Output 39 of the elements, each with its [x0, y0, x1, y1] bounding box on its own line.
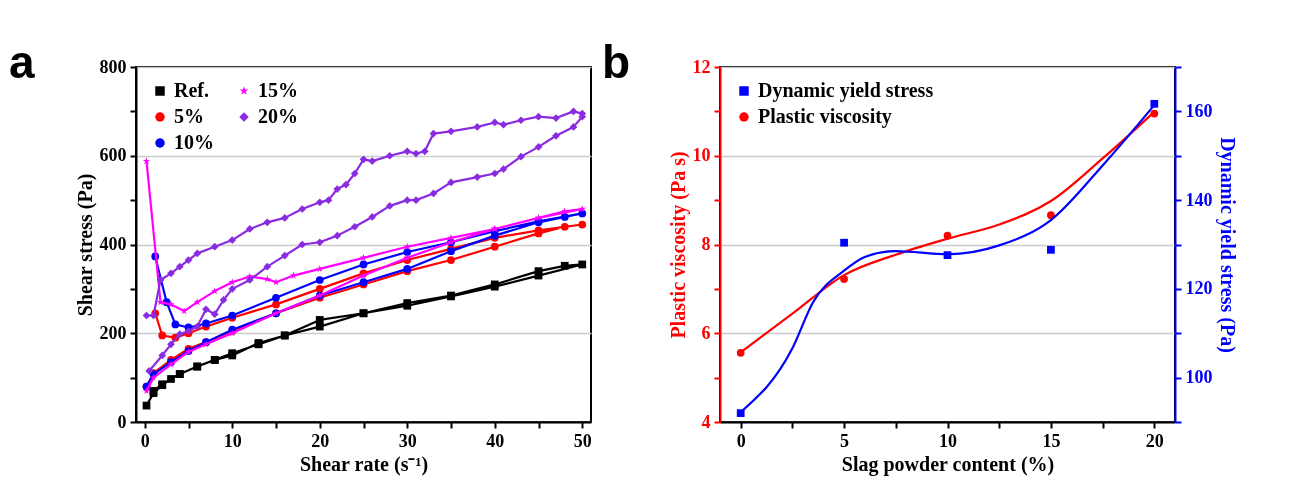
x-tick-label: 30	[398, 430, 417, 451]
x-tick-label: 10	[939, 430, 957, 451]
x-tick-label: 15	[1042, 430, 1061, 451]
y2-tick-label: 140	[1185, 189, 1213, 210]
legend-label: 20%	[258, 105, 298, 127]
x-tick-label: 0	[736, 430, 746, 451]
y2-axis-title: Dynamic yield stress (Pa)	[1215, 137, 1239, 353]
y-tick-label: 6	[701, 322, 711, 343]
y-axis-title: Shear stress (Pa)	[73, 173, 97, 317]
y-tick-label: 800	[99, 56, 127, 77]
y-tick-label: 4	[701, 411, 711, 432]
x-tick-label: 5	[840, 430, 850, 451]
x-tick-label: 50	[573, 430, 592, 451]
legend-label: Plastic viscosity	[758, 105, 892, 128]
y2-tick-label: 120	[1185, 278, 1213, 299]
y-tick-label: 200	[99, 322, 127, 343]
x-tick-label: 0	[140, 430, 150, 451]
legend-label: 5%	[174, 105, 204, 127]
y-tick-label: 8	[701, 234, 711, 254]
x-tick-label: 10	[223, 430, 242, 451]
x-tick-label: 40	[486, 430, 505, 451]
legend-label: Dynamic yield stress	[758, 79, 934, 102]
chart-title: a	[9, 36, 35, 88]
y-tick-label: 12	[692, 56, 711, 77]
legend-label: 15%	[258, 79, 298, 101]
x-tick-label: 20	[311, 430, 330, 451]
y-axis-title: Plastic viscosity (Pa s)	[666, 151, 690, 339]
legend-label: 10%	[174, 131, 214, 153]
x-axis-title: Shear rate (s⁻¹)	[299, 452, 429, 476]
y-tick-label: 600	[99, 145, 127, 166]
legend-label: Ref.	[174, 79, 209, 101]
y-tick-label: 400	[99, 234, 127, 254]
chart-title: b	[602, 36, 631, 88]
y-tick-label: 0	[117, 411, 127, 432]
y2-tick-label: 160	[1185, 100, 1213, 121]
y-tick-label: 10	[692, 145, 711, 166]
x-tick-label: 20	[1145, 430, 1164, 451]
y2-tick-label: 100	[1185, 367, 1213, 388]
x-axis-title: Slag powder content (%)	[841, 452, 1055, 476]
